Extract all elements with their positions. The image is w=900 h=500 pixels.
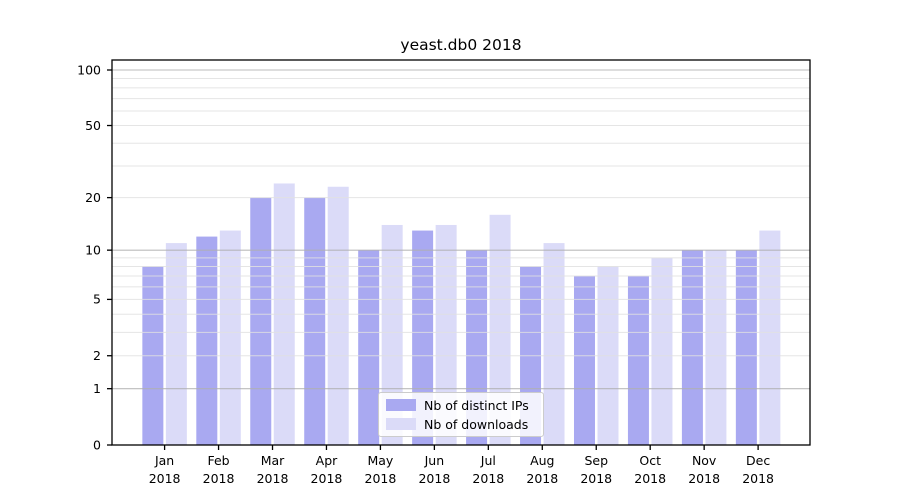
bar-distinct-ips-mar bbox=[250, 197, 272, 445]
x-tick-label-year-feb: 2018 bbox=[203, 471, 235, 486]
bar-downloads-oct bbox=[651, 257, 673, 445]
x-tick-label-year-jan: 2018 bbox=[149, 471, 181, 486]
y-tick-label-5: 5 bbox=[93, 292, 101, 307]
legend-label-downloads: Nb of downloads bbox=[424, 416, 529, 432]
bar-downloads-nov bbox=[705, 250, 727, 445]
bar-downloads-feb bbox=[219, 230, 241, 445]
x-tick-label-year-oct: 2018 bbox=[634, 471, 666, 486]
x-tick-label-year-sep: 2018 bbox=[580, 471, 612, 486]
x-tick-label-month-jun: Jun bbox=[424, 453, 445, 468]
x-tick-label-month-feb: Feb bbox=[207, 453, 229, 468]
bar-distinct-ips-jun bbox=[412, 230, 434, 445]
bar-downloads-aug bbox=[543, 243, 565, 445]
bar-distinct-ips-nov bbox=[681, 250, 703, 445]
plot-border bbox=[111, 59, 811, 446]
bar-distinct-ips-feb bbox=[196, 236, 218, 445]
legend: Nb of distinct IPs Nb of downloads bbox=[378, 392, 544, 437]
x-tick-label-month-apr: Apr bbox=[316, 453, 338, 468]
y-tick-label-20: 20 bbox=[85, 190, 101, 205]
chart-title: yeast.db0 2018 bbox=[400, 36, 522, 54]
x-tick-label-year-nov: 2018 bbox=[688, 471, 720, 486]
legend-item-downloads: Nb of downloads bbox=[386, 416, 535, 432]
legend-label-distinct-ips: Nb of distinct IPs bbox=[424, 397, 529, 413]
x-tick-label-year-aug: 2018 bbox=[526, 471, 558, 486]
bar-downloads-apr bbox=[327, 186, 349, 445]
bar-downloads-jan bbox=[165, 243, 187, 445]
y-tick-label-50: 50 bbox=[85, 118, 101, 133]
bar-distinct-ips-sep bbox=[573, 276, 595, 445]
y-tick-label-10: 10 bbox=[85, 242, 101, 257]
bar-distinct-ips-dec bbox=[735, 250, 757, 445]
x-tick-label-year-mar: 2018 bbox=[257, 471, 289, 486]
x-tick-label-year-jul: 2018 bbox=[472, 471, 504, 486]
y-tick-label-0: 0 bbox=[93, 437, 101, 452]
x-tick-label-month-mar: Mar bbox=[261, 453, 285, 468]
bar-downloads-jun bbox=[435, 224, 457, 445]
x-tick-label-year-dec: 2018 bbox=[742, 471, 774, 486]
x-tick-label-month-nov: Nov bbox=[692, 453, 717, 468]
x-tick-label-year-apr: 2018 bbox=[311, 471, 343, 486]
x-tick-label-month-jul: Jul bbox=[480, 453, 496, 468]
x-tick-label-year-jun: 2018 bbox=[418, 471, 450, 486]
bar-downloads-may bbox=[381, 224, 403, 445]
y-tick-label-2: 2 bbox=[93, 348, 101, 363]
bar-downloads-jul bbox=[489, 214, 511, 445]
bar-distinct-ips-may bbox=[358, 250, 380, 445]
x-tick-label-month-sep: Sep bbox=[584, 453, 608, 468]
y-tick-label-1: 1 bbox=[93, 381, 101, 396]
x-tick-label-month-dec: Dec bbox=[746, 453, 770, 468]
x-tick-label-month-jan: Jan bbox=[154, 453, 174, 468]
x-tick-label-year-may: 2018 bbox=[365, 471, 397, 486]
x-tick-label-month-may: May bbox=[367, 453, 393, 468]
x-tick-label-month-aug: Aug bbox=[530, 453, 554, 468]
y-tick-label-100: 100 bbox=[77, 62, 101, 77]
legend-swatch-distinct-ips bbox=[386, 399, 416, 411]
legend-swatch-downloads bbox=[386, 418, 416, 430]
bar-downloads-dec bbox=[759, 230, 781, 445]
x-tick-label-month-oct: Oct bbox=[639, 453, 661, 468]
bar-distinct-ips-oct bbox=[627, 276, 649, 445]
legend-item-distinct-ips: Nb of distinct IPs bbox=[386, 397, 535, 413]
bar-distinct-ips-apr bbox=[304, 197, 326, 445]
